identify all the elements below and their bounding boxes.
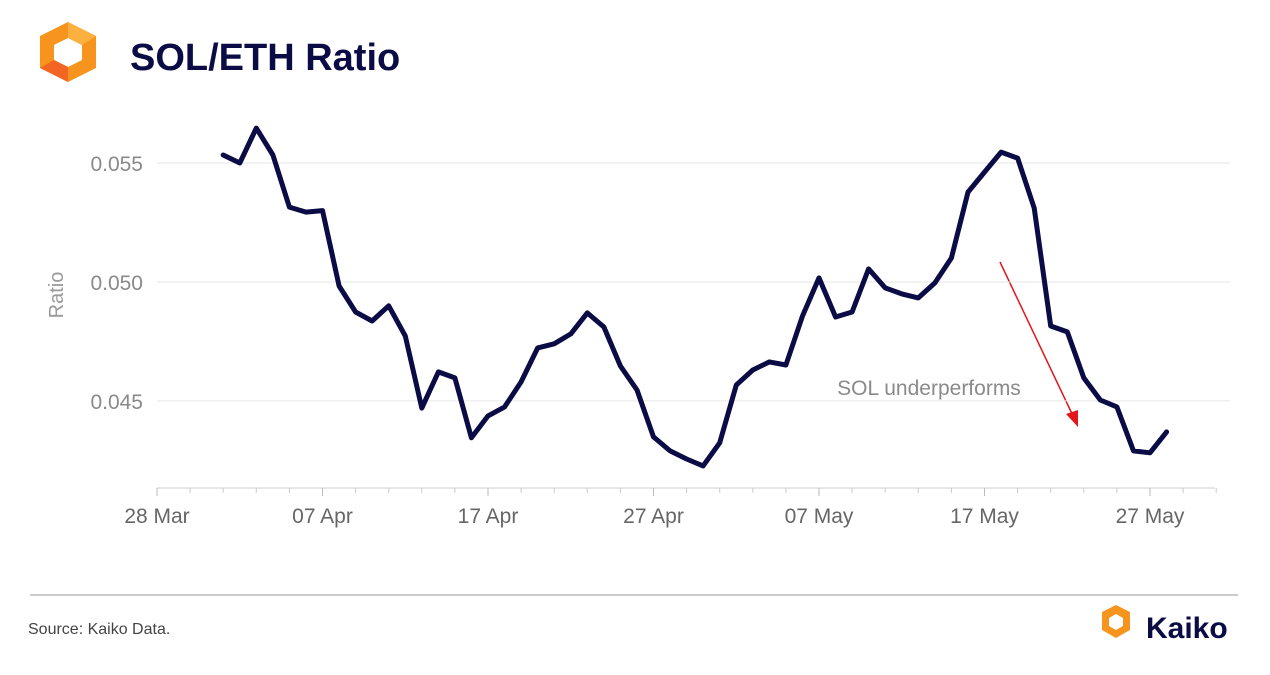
brand-logo [1102, 605, 1130, 638]
y-axis-label: Ratio [46, 272, 68, 319]
x-tick-label: 27 Apr [623, 505, 684, 528]
x-tick-label: 17 Apr [458, 505, 519, 528]
x-tick-label: 28 Mar [124, 505, 189, 528]
source: Source: Kaiko Data. [28, 621, 170, 638]
logo [40, 22, 96, 82]
annotation: SOL underperforms [837, 377, 1021, 400]
y-tick-label: 0.055 [90, 153, 143, 176]
x-tick-label: 07 Apr [292, 505, 353, 528]
line-series [220, 125, 1170, 469]
annotation-arrow [999, 261, 1075, 419]
x-tick-label: 07 May [785, 505, 854, 528]
x-tick-label: 27 May [1116, 505, 1185, 528]
x-tick-label: 17 May [950, 505, 1019, 528]
brand-name: Kaiko [1146, 612, 1228, 645]
y-tick-label: 0.050 [90, 272, 143, 295]
chart-title: SOL/ETH Ratio [130, 37, 400, 79]
arrow-head [1066, 410, 1078, 427]
y-tick-label: 0.045 [90, 391, 143, 414]
